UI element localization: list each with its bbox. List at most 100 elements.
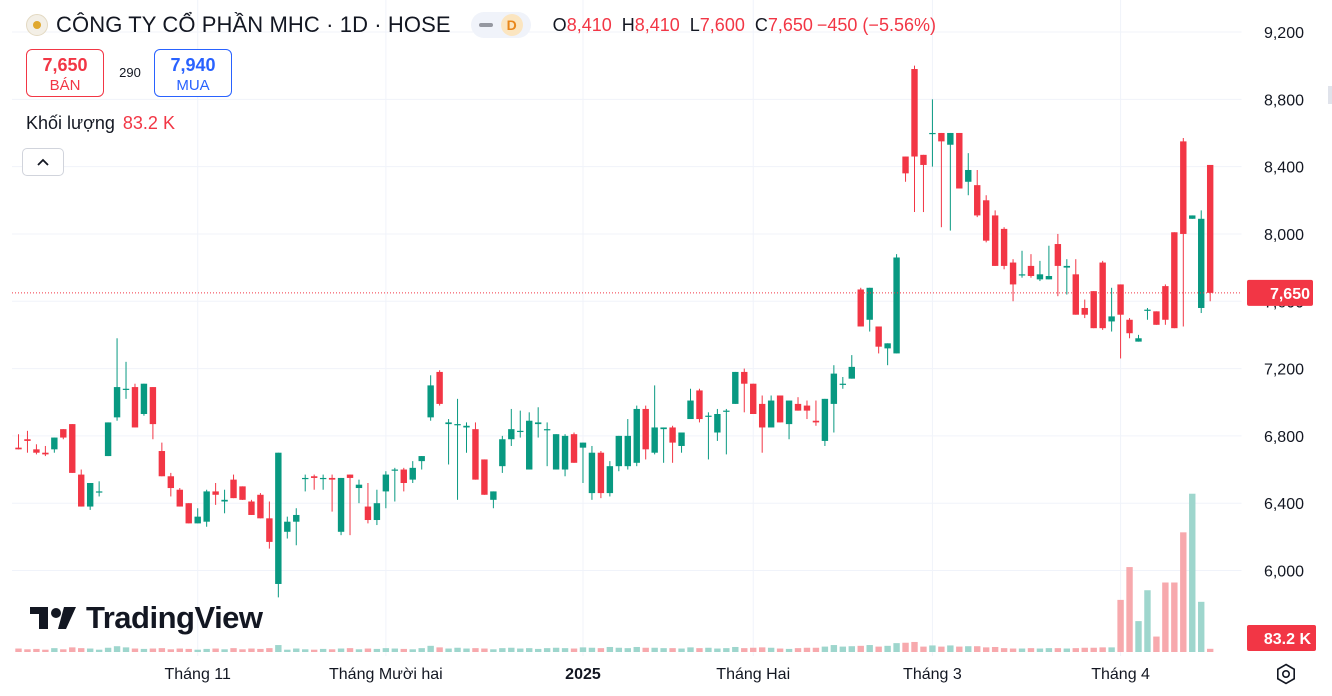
spread-value: 290 <box>119 65 141 80</box>
candle-body <box>911 69 918 157</box>
volume-bar <box>705 647 712 652</box>
candle-body <box>723 410 730 412</box>
volume-bar <box>884 645 891 652</box>
volume-bar <box>69 647 76 652</box>
volume-bar <box>1027 648 1035 652</box>
volume-bar <box>266 648 273 652</box>
volume-bar <box>965 646 972 652</box>
volume-bar <box>812 647 820 652</box>
candle-body <box>741 371 748 384</box>
volume-bar <box>1206 648 1214 652</box>
candle-body <box>1027 265 1035 277</box>
volume-bar <box>418 648 425 652</box>
candle-body <box>212 491 219 495</box>
candle-body <box>758 403 766 428</box>
candle-body <box>400 469 407 483</box>
time-tick-label: Tháng 4 <box>1091 666 1150 683</box>
symbol-title[interactable]: CÔNG TY CỔ PHẦN MHC · 1D · HOSE <box>56 12 451 37</box>
candle-body <box>982 200 990 241</box>
volume-bar <box>615 647 623 652</box>
candle-body <box>991 215 999 266</box>
volume-label: Khối lượng <box>26 113 115 133</box>
open-value: 8,410 <box>566 14 612 35</box>
candle-body <box>1045 276 1053 280</box>
candle-body <box>956 132 963 189</box>
candle-body <box>1072 274 1079 315</box>
volume-bar <box>633 646 640 652</box>
volume-bar <box>42 649 49 652</box>
candle-body <box>346 474 354 478</box>
candle-body <box>149 387 157 425</box>
volume-bar <box>1180 532 1187 652</box>
candle-body <box>893 257 900 354</box>
candle-body <box>561 435 569 470</box>
volume-bar <box>499 648 506 652</box>
candle-body <box>409 467 416 480</box>
price-tick-label: 6,400 <box>1264 496 1304 513</box>
volume-bar <box>409 649 416 652</box>
candle-body <box>794 403 802 411</box>
candle-body <box>929 132 936 135</box>
volume-bar <box>427 645 434 652</box>
chevron-up-icon <box>37 158 49 166</box>
high-value: 8,410 <box>634 14 680 35</box>
sell-label: BÁN <box>49 77 81 94</box>
chart-settings-button[interactable] <box>1272 660 1300 688</box>
candle-body <box>1198 218 1205 308</box>
candle-body <box>95 491 103 493</box>
candle-body <box>552 434 560 470</box>
symbol-logo-icon <box>26 14 48 36</box>
candle-body <box>1018 274 1026 276</box>
collapse-legend-button[interactable] <box>22 148 64 176</box>
candle-body <box>714 413 721 433</box>
time-tick-label: Tháng 11 <box>164 666 231 683</box>
volume-bar <box>33 648 40 652</box>
volume-bar <box>436 647 443 652</box>
volume-bar <box>732 646 739 652</box>
time-axis[interactable]: Tháng 11 Tháng Mười hai 2025 Tháng Hai Tháng… <box>164 666 1150 683</box>
candle-body <box>624 435 631 467</box>
volume-bar <box>167 649 175 652</box>
candle-body <box>732 371 739 404</box>
candle-body <box>1108 316 1115 322</box>
price-tick-label: 9,200 <box>1264 25 1304 42</box>
candle-body <box>33 449 40 453</box>
candle-body <box>884 343 891 349</box>
volume-bar <box>561 648 569 652</box>
candle-body <box>947 132 954 145</box>
volume-bar <box>991 646 999 652</box>
volume-bar <box>24 649 31 652</box>
candle-body <box>678 432 685 446</box>
volume-bar <box>642 647 649 652</box>
volume-bar <box>534 648 542 652</box>
volume-bar <box>158 648 166 652</box>
candle-body <box>1189 215 1196 219</box>
volume-bar <box>570 648 578 652</box>
sell-button[interactable]: 7,650 BÁN <box>26 49 104 97</box>
tradingview-logo[interactable]: TradingView <box>30 600 263 636</box>
candle-body <box>1180 141 1187 234</box>
volume-bar <box>445 648 452 652</box>
time-tick-label: Tháng 3 <box>903 666 962 683</box>
buy-button[interactable]: 7,940 MUA <box>154 49 232 97</box>
volume-bar <box>579 647 587 652</box>
market-status-pill[interactable]: D <box>470 12 531 38</box>
candle-body <box>203 491 210 522</box>
candle-body <box>15 447 22 450</box>
volume-bar <box>122 647 130 652</box>
volume-bar <box>1018 648 1026 652</box>
candle-body <box>750 383 757 414</box>
grid-lines <box>12 0 1242 656</box>
volume-bar <box>821 646 829 652</box>
candle-body <box>1206 164 1214 293</box>
volume-bar <box>149 648 157 652</box>
volume-bar <box>920 646 927 652</box>
volume-bar <box>517 648 524 652</box>
delayed-data-badge[interactable]: D <box>500 14 523 36</box>
right-edge-marker <box>1328 86 1332 104</box>
change-value: −450 (−5.56%) <box>816 14 936 35</box>
candle-body <box>24 439 31 441</box>
volume-bar <box>113 646 121 652</box>
candle-body <box>239 486 246 500</box>
